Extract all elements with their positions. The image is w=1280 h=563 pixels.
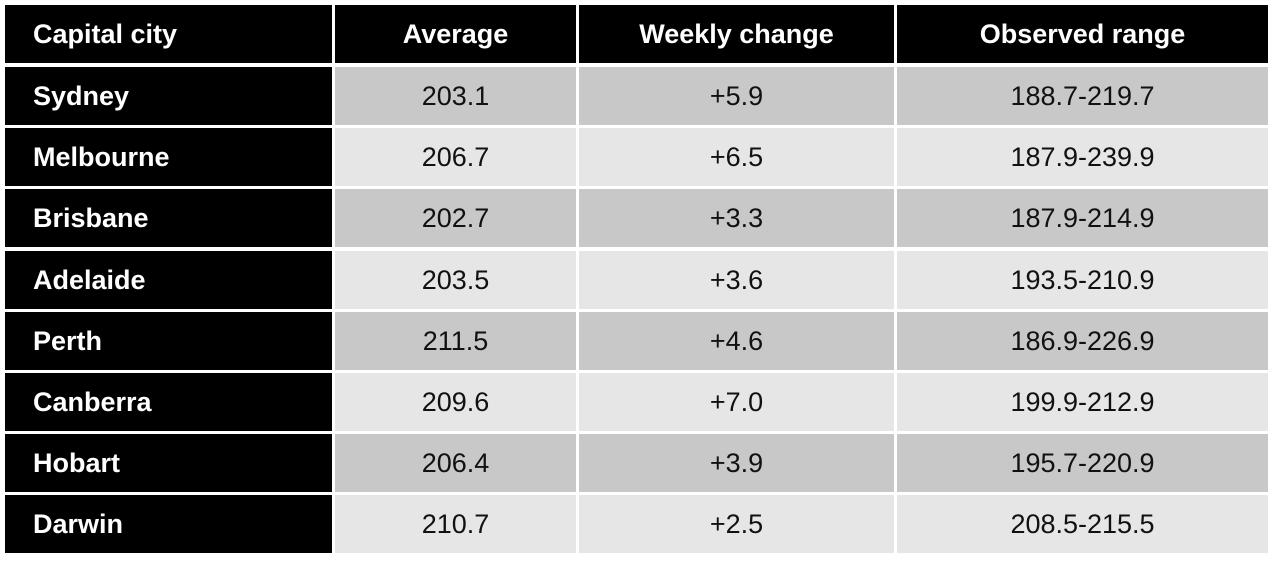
- row-label-city: Hobart: [5, 434, 332, 492]
- table-cell-average: 203.5: [335, 251, 576, 309]
- table-cell-weekly-change: +2.5: [579, 495, 894, 553]
- row-label-city: Darwin: [5, 495, 332, 553]
- table-cell-observed-range: 195.7-220.9: [897, 434, 1268, 492]
- table-cell-average: 210.7: [335, 495, 576, 553]
- table-cell-average: 206.4: [335, 434, 576, 492]
- table-cell-observed-range: 186.9-226.9: [897, 312, 1268, 370]
- table-cell-observed-range: 199.9-212.9: [897, 373, 1268, 431]
- row-label-city: Canberra: [5, 373, 332, 431]
- table-cell-weekly-change: +7.0: [579, 373, 894, 431]
- table-cell-weekly-change: +3.3: [579, 189, 894, 247]
- table-cell-observed-range: 187.9-239.9: [897, 128, 1268, 186]
- row-label-city: Perth: [5, 312, 332, 370]
- table-cell-weekly-change: +3.9: [579, 434, 894, 492]
- row-label-city: Brisbane: [5, 189, 332, 247]
- column-header-city: Capital city: [5, 5, 332, 63]
- table-cell-weekly-change: +5.9: [579, 67, 894, 125]
- table-cell-average: 202.7: [335, 189, 576, 247]
- table-cell-observed-range: 193.5-210.9: [897, 251, 1268, 309]
- table-cell-observed-range: 188.7-219.7: [897, 67, 1268, 125]
- table-cell-observed-range: 208.5-215.5: [897, 495, 1268, 553]
- table-cell-average: 203.1: [335, 67, 576, 125]
- table-cell-weekly-change: +6.5: [579, 128, 894, 186]
- table-cell-observed-range: 187.9-214.9: [897, 189, 1268, 247]
- data-table: Capital city Average Weekly change Observed…: [5, 5, 1268, 553]
- column-header-average: Average: [335, 5, 576, 63]
- row-label-city: Adelaide: [5, 251, 332, 309]
- column-header-observed-range: Observed range: [897, 5, 1268, 63]
- table-cell-average: 211.5: [335, 312, 576, 370]
- table-cell-weekly-change: +4.6: [579, 312, 894, 370]
- row-label-city: Sydney: [5, 67, 332, 125]
- column-header-weekly-change: Weekly change: [579, 5, 894, 63]
- table-cell-weekly-change: +3.6: [579, 251, 894, 309]
- table-cell-average: 209.6: [335, 373, 576, 431]
- table-cell-average: 206.7: [335, 128, 576, 186]
- row-label-city: Melbourne: [5, 128, 332, 186]
